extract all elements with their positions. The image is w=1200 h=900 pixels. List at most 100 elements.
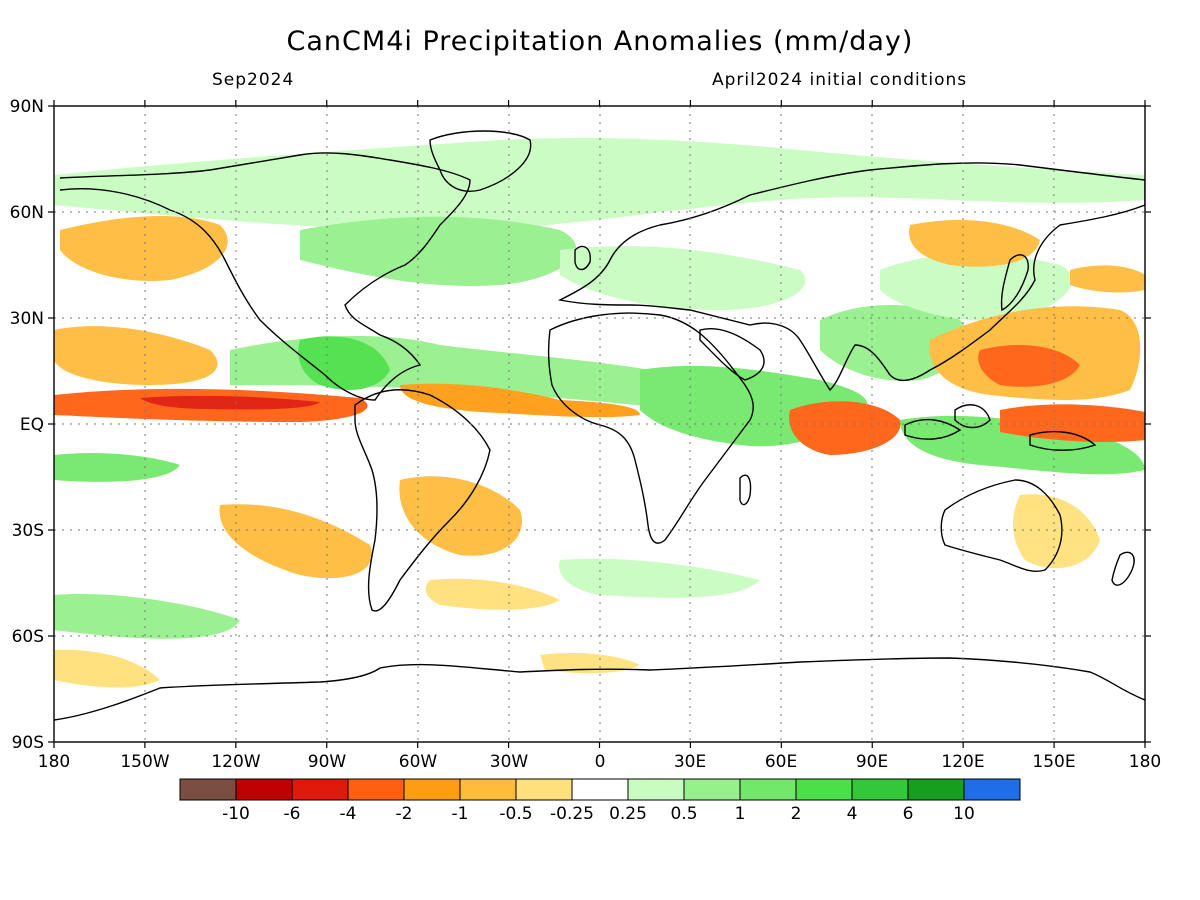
wet-anomaly-india [820,305,968,381]
colorbar-label: 4 [847,804,858,824]
lon-tick-label: 120E [941,752,984,772]
lon-tick-label: 60W [399,752,438,772]
lon-tick-label: 120W [211,752,260,772]
colorbar-label: -0.25 [550,804,594,824]
dry-anomaly-north-pacific [60,215,228,281]
wet-anomaly-east-asia [880,254,1072,321]
forecast-month: Sep2024 [212,70,295,90]
colorbar-swatch [795,778,853,801]
coastline-new-zealand [1111,551,1135,586]
coastline-new-guinea [1029,430,1097,451]
colorbar-swatch [907,778,965,801]
coastline-africa [547,312,754,544]
lon-tick-label: 150E [1032,752,1075,772]
colorbar-label: 0.5 [670,804,697,824]
dry-anomaly-subtropical-pacific [54,326,218,385]
gridlines [54,106,1145,742]
lon-tick-label: 60E [765,752,797,772]
dry-anomaly-southern-pacific [54,649,160,688]
colorbar-swatch [403,778,461,801]
lon-tick-label: 30W [490,752,529,772]
coastline-madagascar [739,474,752,506]
colorbar-swatch [851,778,909,801]
dry-anomaly-atlantic-itcz [400,383,640,418]
initial-conditions: April2024 initial conditions [712,70,968,90]
dry-anomaly-pacific-itcz-core [140,395,320,410]
dry-anomaly-equatorial-pacific [1000,404,1145,443]
lon-tick-label: 180 [1129,752,1161,772]
colorbar [179,778,1021,801]
colorbar-label: 0.25 [609,804,647,824]
coastline-indonesia [904,418,962,440]
colorbar-swatch [179,778,237,801]
coastline-south-america [354,389,491,612]
coastline-uk [574,245,591,271]
colorbar-label: -1 [452,804,469,824]
dry-anomaly-south-america [399,476,522,556]
lon-tick-label: 180 [38,752,70,772]
colorbar-swatch [515,778,573,801]
wet-anomaly-south-atlantic [559,558,760,598]
dry-anomaly-siberia [909,220,1040,267]
lat-tick-label: 90N [10,97,44,117]
wet-anomaly-nh-polar [54,138,1145,230]
colorbar-label: -2 [396,804,413,824]
colorbar-label: 6 [903,804,914,824]
coastline-eurasia [557,162,1145,392]
lat-tick-label: 60S [12,627,44,647]
latitude-labels: 90N 60N 30N EQ 30S 60S 90S [10,97,44,753]
lat-tick-label: 30N [10,309,44,329]
wet-anomaly-north-atlantic [300,216,577,286]
coastline-antarctica [54,657,1145,721]
coastline-greenland [429,130,532,192]
dry-anomaly-indian-ocean [789,401,901,455]
wet-anomaly-south-pacific [54,453,180,482]
anomaly-fields [54,138,1145,688]
coastline-japan [1000,254,1029,312]
dry-anomaly-west-pacific-core [978,345,1080,387]
longitude-labels: 180 150W 120W 90W 60W 30W 0 30E 60E 90E … [38,752,1161,772]
lon-tick-label: 0 [595,752,606,772]
colorbar-swatch [571,778,629,801]
colorbar-swatch [235,778,293,801]
colorbar-label: 1 [735,804,746,824]
lon-tick-label: 90W [308,752,347,772]
colorbar-swatch [291,778,349,801]
lon-tick-label: 90E [856,752,888,772]
colorbar-swatch [459,778,517,801]
wet-anomaly-central-america [298,336,390,390]
wet-anomaly-eurasia [560,246,806,310]
colorbar-labels: -10 -6 -4 -2 -1 -0.5 -0.25 0.25 0.5 1 2 4 6 10 [222,804,975,824]
coastline-arabia [699,328,765,381]
colorbar-label: 2 [791,804,802,824]
colorbar-swatch [347,778,405,801]
colorbar-label: -0.5 [499,804,532,824]
colorbar-label: -4 [340,804,357,824]
colorbar-swatch [739,778,797,801]
colorbar-swatch [683,778,741,801]
wet-anomaly-maritime [900,415,1145,475]
colorbar-swatch [963,778,1021,801]
colorbar-label: 10 [953,804,975,824]
lat-tick-label: 60N [10,203,44,223]
coastline-australia [940,479,1063,572]
colorbar-swatch [627,778,685,801]
colorbar-label: -10 [222,804,250,824]
dry-anomaly-antarctic-coast [540,653,640,674]
colorbar-label: -6 [284,804,301,824]
map-title: CanCM4i Precipitation Anomalies (mm/day) [286,26,914,57]
lat-tick-label: 90S [12,733,44,753]
lat-tick-label: EQ [20,415,44,435]
dry-anomaly-se-pacific [219,504,372,579]
coastline-borneo [954,404,991,429]
lat-tick-label: 30S [12,521,44,541]
dry-anomaly-australia-east [1013,494,1100,569]
tick-marks [48,100,1151,748]
coastline-north-america [59,152,471,401]
dry-anomaly-south-atlantic-band [425,578,560,610]
wet-anomaly-southern-ocean [54,594,240,639]
dry-anomaly-north-pacific-east [1070,265,1145,293]
lon-tick-label: 30E [674,752,706,772]
coastlines [54,130,1145,721]
